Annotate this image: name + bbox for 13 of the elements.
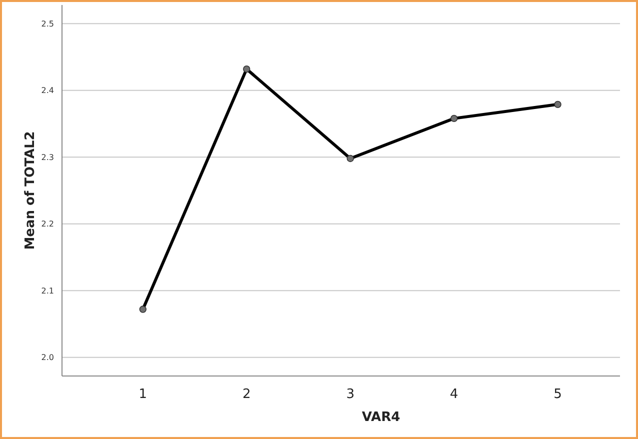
x-tick-label: 3 [346, 387, 354, 402]
x-tick-label: 4 [450, 387, 458, 402]
x-tick-label: 2 [242, 387, 251, 402]
y-tick-label: 2.1 [41, 286, 54, 296]
x-tick-label: 5 [554, 387, 562, 402]
y-tick-label: 2.5 [41, 19, 54, 28]
x-axis-title: VAR4 [362, 410, 400, 425]
y-tick-label: 2.0 [41, 353, 54, 362]
y-tick-label: 2.2 [41, 220, 54, 229]
y-axis-title: Mean of TOTAL2 [23, 131, 38, 250]
y-tick-label: 2.3 [41, 152, 54, 162]
x-tick-label: 1 [138, 387, 148, 402]
y-tick-label: 2.4 [41, 86, 54, 96]
